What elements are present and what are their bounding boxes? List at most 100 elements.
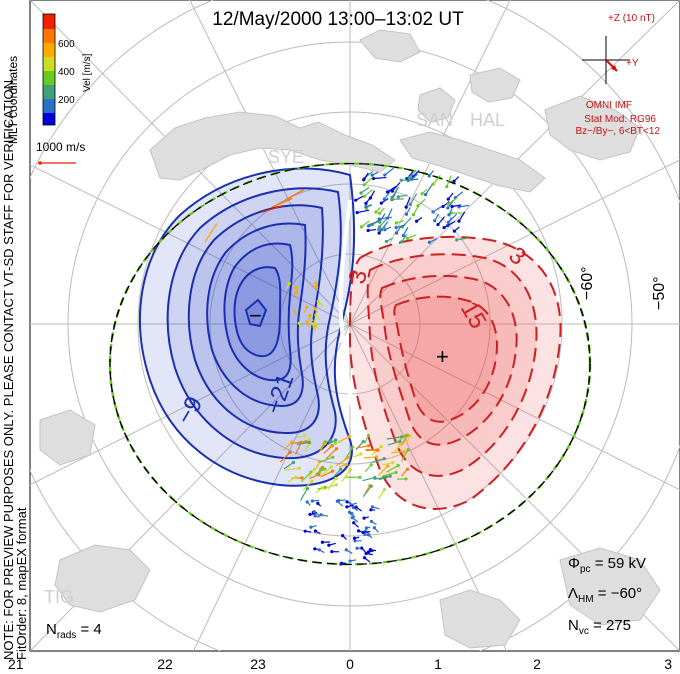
velocity-vector xyxy=(308,468,315,478)
velocity-vector-origin xyxy=(383,228,387,232)
velocity-vector xyxy=(300,471,312,483)
velocity-vector-origin xyxy=(297,466,302,470)
mlt-tick-21: 21 xyxy=(8,656,24,672)
velocity-vector-origin xyxy=(390,197,394,201)
velocity-vector-origin xyxy=(368,196,373,200)
velocity-vector xyxy=(401,449,409,462)
velocity-vector-origin xyxy=(330,550,334,554)
velocity-vector-origin xyxy=(370,173,374,177)
station-tig: TIG xyxy=(44,587,74,607)
velocity-vector xyxy=(355,445,369,449)
velocity-vector-origin xyxy=(369,508,373,512)
velocity-vector-origin xyxy=(406,447,410,452)
velocity-vector-origin xyxy=(402,450,406,454)
imf-y-label: +Y xyxy=(626,58,639,69)
lat-label-50: −50° xyxy=(651,276,668,310)
velocity-vector-origin xyxy=(354,505,358,509)
velocity-vector-origin xyxy=(450,204,454,209)
velocity-vector-origin xyxy=(407,175,411,180)
velocity-colorbar: 600 400 200 Vel [m/s] xyxy=(42,13,93,126)
velocity-vector xyxy=(344,446,354,460)
negative-potential-cell xyxy=(139,167,356,487)
velocity-vector-origin xyxy=(385,190,390,194)
velocity-vector-origin xyxy=(455,238,459,242)
velocity-vector-origin xyxy=(379,444,383,449)
velocity-vector-origin xyxy=(436,222,440,227)
velocity-vector xyxy=(333,468,342,478)
imf-source: OMNI IMF xyxy=(586,100,632,111)
velocity-vector-origin xyxy=(303,529,307,533)
velocity-vector xyxy=(283,461,294,470)
potential-min-marker: − xyxy=(249,303,262,328)
velocity-vector xyxy=(362,485,372,498)
velocity-vector-origin xyxy=(367,224,371,228)
phi-pc-value: 59 kV xyxy=(608,555,646,572)
map-title: 12/May/2000 13:00–13:02 UT xyxy=(212,9,464,30)
velocity-vector-origin xyxy=(369,519,373,524)
velocity-vector xyxy=(456,237,468,241)
velocity-vector-origin xyxy=(353,539,357,543)
velocity-vector-origin xyxy=(386,464,390,468)
imf-model: Stat Mod: RG96 xyxy=(584,114,656,125)
velocity-vector xyxy=(458,204,470,208)
velocity-vector-origin xyxy=(391,461,395,465)
velocity-vector-origin xyxy=(369,463,373,467)
velocity-vector-origin xyxy=(356,529,361,533)
velocity-vector-origin xyxy=(446,197,450,201)
velocity-vector xyxy=(373,476,387,480)
velocity-vector-origin xyxy=(329,465,333,469)
velocity-vector xyxy=(396,434,407,443)
velocity-vector-origin xyxy=(359,225,363,229)
velocity-vector-origin xyxy=(382,197,386,201)
velocity-vector xyxy=(204,223,218,243)
imf-clock: +Z (10 nT) +Y OMNI IMF Stat Mod: RG96 Bz… xyxy=(576,13,661,137)
velocity-vector-origin xyxy=(323,485,327,489)
velocity-vector-origin xyxy=(344,462,349,467)
velocity-vector-origin xyxy=(385,216,390,220)
velocity-vector-origin xyxy=(341,534,345,538)
velocity-vector-origin xyxy=(345,500,349,504)
velocity-vector-origin xyxy=(363,532,367,536)
velocity-vector-origin xyxy=(433,219,437,223)
velocity-vector-origin xyxy=(399,178,403,182)
velocity-vector-origin xyxy=(364,201,368,205)
velocity-vector-origin xyxy=(398,442,403,446)
velocity-vector-origin xyxy=(366,433,371,438)
velocity-vector xyxy=(283,441,293,451)
velocity-vector-origin xyxy=(347,455,351,460)
velocity-vector-origin xyxy=(396,195,400,199)
velocity-vector-origin xyxy=(372,526,377,530)
velocity-vector xyxy=(360,220,370,228)
potential-max-marker: + xyxy=(436,344,449,369)
velocity-vector-origin xyxy=(348,468,352,472)
imf-z-label: +Z (10 nT) xyxy=(608,13,655,24)
velocity-vector-origin xyxy=(313,529,318,533)
velocity-vector-origin xyxy=(334,447,339,451)
lat-label-60: −60° xyxy=(579,266,596,300)
velocity-vector xyxy=(363,175,374,186)
velocity-scale-label: 1000 m/s xyxy=(36,140,85,154)
velocity-vector-origin xyxy=(291,460,296,464)
velocity-vector xyxy=(405,197,411,208)
velocity-vector-origin xyxy=(368,548,372,552)
velocity-vector-origin xyxy=(375,448,379,452)
velocity-vector-origin xyxy=(297,321,301,325)
velocity-vector-origin xyxy=(323,441,327,446)
velocity-vector-origin xyxy=(366,550,371,554)
velocity-vector-origin xyxy=(362,183,366,187)
preview-notice: NOTE: FOR PREVIEW PURPOSES ONLY. PLEASE … xyxy=(1,76,16,660)
velocity-vector-origin xyxy=(396,463,400,468)
velocity-vector-origin xyxy=(410,177,414,181)
velocity-vector-origin xyxy=(311,322,315,326)
velocity-vector-origin xyxy=(423,193,428,197)
velocity-vector-origin xyxy=(457,219,461,223)
velocity-vector-origin xyxy=(390,189,394,193)
velocity-vector-origin xyxy=(447,213,451,217)
velocity-vector xyxy=(335,457,349,467)
velocity-vector-origin xyxy=(316,501,320,505)
velocity-vector-origin xyxy=(374,455,379,459)
velocity-vector-origin xyxy=(446,202,450,206)
coordinates-label: MLT coordinates xyxy=(6,56,20,144)
velocity-vector-origin xyxy=(351,505,355,510)
velocity-vector-origin xyxy=(293,291,297,295)
